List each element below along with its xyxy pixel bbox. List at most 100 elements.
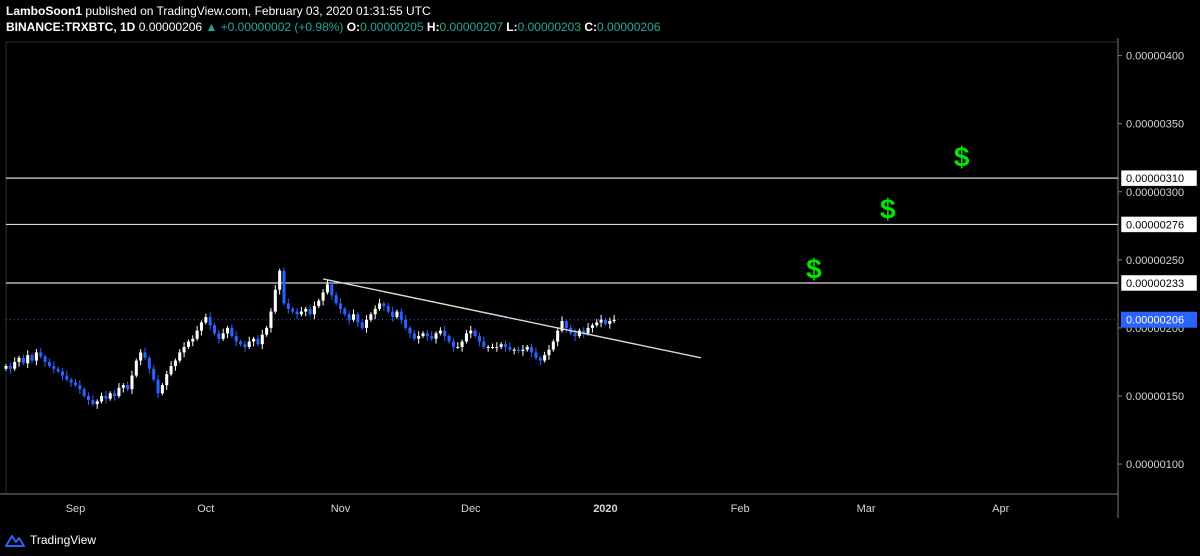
candle-body — [169, 366, 173, 375]
candle-body — [399, 311, 403, 320]
candle-body — [156, 379, 160, 394]
candle-body — [65, 375, 69, 380]
candle-body — [404, 319, 408, 328]
current-price-tag — [1121, 311, 1197, 328]
candle-body — [530, 346, 534, 353]
dollar-sign-annotation[interactable]: $ — [806, 253, 822, 284]
candle-body — [199, 322, 203, 331]
level-price-tag — [1120, 216, 1198, 233]
candle-body — [173, 360, 177, 367]
candle-body — [256, 338, 260, 345]
candle-body — [391, 311, 395, 318]
candle-body — [408, 327, 412, 334]
high-value: 0.00000207 — [439, 20, 503, 34]
author-name[interactable]: LamboSoon1 — [6, 4, 83, 18]
candle-body — [356, 314, 360, 323]
chart-area[interactable]: Sep Oct Nov Dec 2020 Feb Mar Apr 0.00000400 0.000… — [0, 38, 1200, 518]
candle-body — [269, 311, 273, 328]
tradingview-footer[interactable]: TradingView — [5, 530, 96, 550]
candle-body — [338, 303, 342, 309]
candle-body — [30, 355, 34, 361]
candle-body — [121, 385, 125, 388]
candle-body — [508, 346, 512, 350]
candle-body — [473, 330, 477, 337]
level-price-tag — [1120, 274, 1198, 292]
candle-body — [343, 308, 347, 315]
dollar-sign-annotation[interactable]: $ — [880, 193, 896, 224]
candle-body — [395, 311, 399, 318]
time-axis-label: Apr — [992, 503, 1009, 515]
candle-body — [113, 393, 117, 396]
candle-body — [347, 314, 351, 320]
candle-body — [460, 341, 464, 347]
candle-body — [482, 341, 486, 347]
candle-body — [317, 300, 321, 307]
symbol-label[interactable]: BINANCE:TRXBTC, 1D — [6, 20, 136, 34]
candle-body — [104, 395, 108, 399]
candle-body — [321, 292, 325, 301]
tradingview-logo-icon — [5, 535, 25, 547]
candle-body — [586, 327, 590, 334]
candle-body — [543, 355, 547, 361]
price-change: ▲ +0.00000002 (+0.98%) — [205, 20, 344, 34]
close-value: 0.00000206 — [597, 20, 661, 34]
price-axis-label: 0.00000350 — [1126, 119, 1184, 131]
candle-body — [582, 330, 586, 334]
level-price-label: 0.00000233 — [1126, 278, 1184, 290]
candle-body — [599, 319, 603, 323]
candle-body — [417, 336, 421, 339]
level-price-label: 0.00000310 — [1126, 173, 1184, 185]
candle-body — [499, 344, 503, 347]
candle-body — [443, 330, 447, 337]
candle-body — [504, 344, 508, 347]
candle-body — [95, 401, 99, 405]
trendline[interactable] — [322, 278, 702, 359]
candle-body — [538, 357, 542, 361]
open-label: O: — [346, 20, 361, 34]
candle-body — [130, 375, 134, 390]
candle-body — [82, 389, 86, 396]
candle-body — [126, 385, 130, 390]
price-chart[interactable]: Sep Oct Nov Dec 2020 Feb Mar Apr 0.00000400 0.000… — [0, 38, 1200, 518]
candle-body — [490, 346, 495, 348]
candle-body — [421, 333, 425, 337]
candle-body — [134, 360, 138, 376]
publish-line: LamboSoon1 published on TradingView.com,… — [6, 3, 660, 19]
candle-body — [178, 352, 182, 361]
candle-body — [286, 303, 290, 309]
candle-body — [577, 330, 581, 337]
dollar-sign-annotation[interactable]: $ — [954, 142, 970, 173]
candle-body — [291, 308, 295, 312]
price-axis-label: 0.00000250 — [1126, 255, 1184, 267]
candle-body — [312, 306, 316, 315]
candle-body — [603, 319, 607, 324]
time-axis-label: Oct — [197, 503, 214, 515]
time-axis-label: Nov — [331, 503, 351, 515]
plot-frame — [5, 41, 1119, 495]
candle-body — [278, 270, 282, 290]
candle-body — [243, 344, 247, 347]
candle-body — [265, 327, 269, 335]
open-value: 0.00000205 — [360, 20, 424, 34]
candle-body — [386, 306, 390, 312]
candle-body — [456, 346, 460, 348]
time-axis-label: Dec — [461, 503, 481, 515]
candle-body — [52, 366, 56, 369]
candle-body — [525, 346, 529, 350]
candle-body — [217, 333, 221, 339]
candle-body — [564, 321, 568, 328]
candle-body — [182, 346, 186, 353]
candle-body — [360, 322, 364, 328]
candle-body — [147, 357, 151, 369]
level-price-tag — [1120, 169, 1198, 187]
candle-body — [425, 333, 429, 337]
candle-body — [308, 308, 312, 315]
candle-body — [434, 333, 438, 339]
candle-body — [495, 346, 499, 348]
candle-body — [547, 349, 551, 356]
candle-body — [143, 352, 147, 358]
time-axis-label: Feb — [731, 503, 750, 515]
tradingview-brand: TradingView — [30, 533, 97, 547]
candle-body — [212, 325, 217, 334]
candle-body — [152, 368, 156, 380]
